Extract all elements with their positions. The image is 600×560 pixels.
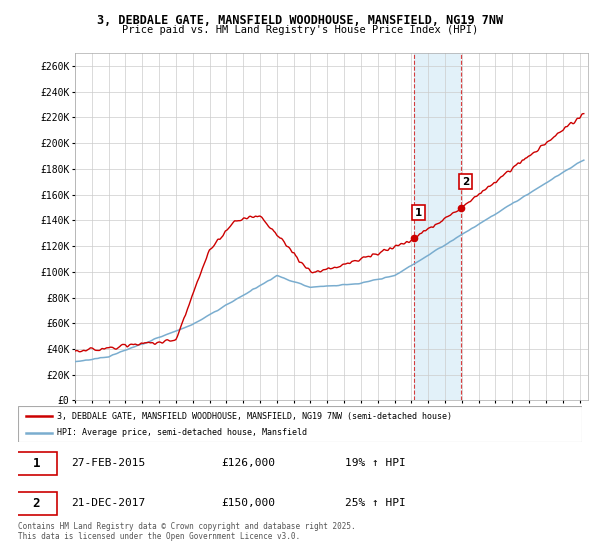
- Text: 19% ↑ HPI: 19% ↑ HPI: [345, 459, 406, 468]
- Text: 1: 1: [415, 208, 422, 218]
- Text: £150,000: £150,000: [221, 498, 275, 508]
- Text: 21-DEC-2017: 21-DEC-2017: [71, 498, 146, 508]
- Text: 1: 1: [32, 457, 40, 470]
- FancyBboxPatch shape: [15, 452, 58, 475]
- Text: 3, DEBDALE GATE, MANSFIELD WOODHOUSE, MANSFIELD, NG19 7NW (semi-detached house): 3, DEBDALE GATE, MANSFIELD WOODHOUSE, MA…: [58, 412, 452, 421]
- Text: 2: 2: [32, 497, 40, 510]
- Text: Contains HM Land Registry data © Crown copyright and database right 2025.
This d: Contains HM Land Registry data © Crown c…: [18, 522, 356, 542]
- Text: 27-FEB-2015: 27-FEB-2015: [71, 459, 146, 468]
- Text: 25% ↑ HPI: 25% ↑ HPI: [345, 498, 406, 508]
- Text: 3, DEBDALE GATE, MANSFIELD WOODHOUSE, MANSFIELD, NG19 7NW: 3, DEBDALE GATE, MANSFIELD WOODHOUSE, MA…: [97, 14, 503, 27]
- FancyBboxPatch shape: [15, 492, 58, 515]
- Text: Price paid vs. HM Land Registry's House Price Index (HPI): Price paid vs. HM Land Registry's House …: [122, 25, 478, 35]
- Text: HPI: Average price, semi-detached house, Mansfield: HPI: Average price, semi-detached house,…: [58, 428, 307, 437]
- Text: £126,000: £126,000: [221, 459, 275, 468]
- Bar: [414, 53, 461, 400]
- Text: 2: 2: [462, 177, 469, 187]
